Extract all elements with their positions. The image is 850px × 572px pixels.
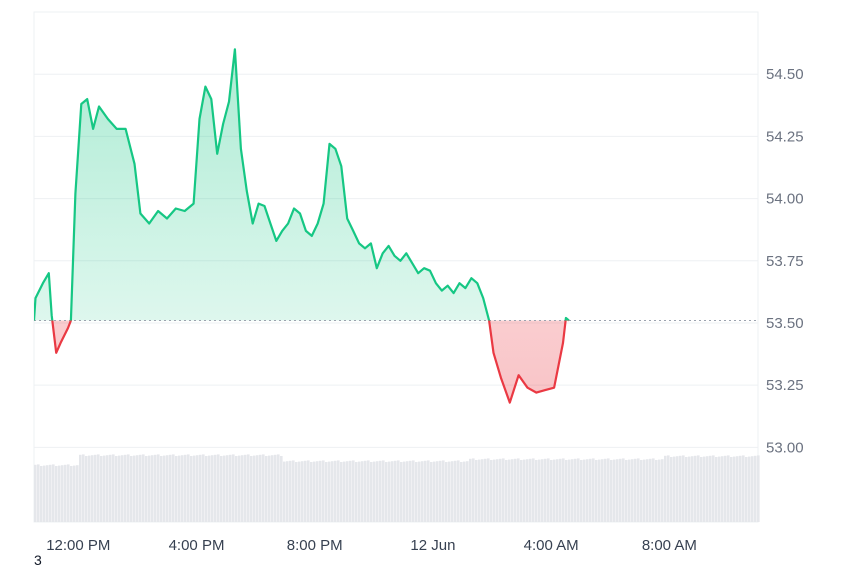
x-tick-label: 8:00 AM (642, 537, 697, 554)
y-tick-label: 53.25 (766, 377, 804, 394)
x-tick-label: 8:00 PM (287, 537, 343, 554)
y-tick-label: 53.75 (766, 253, 804, 270)
y-tick-label: 54.50 (766, 66, 804, 83)
x-tick-label: 4:00 PM (169, 537, 225, 554)
area-below-baseline (34, 320, 569, 403)
area-above-baseline (34, 49, 569, 321)
x-tick-label: 4:00 AM (524, 537, 579, 554)
x-tick-label: 12:00 PM (46, 537, 110, 554)
footnote: 3 (34, 552, 42, 568)
y-tick-label: 53.50 (766, 315, 804, 332)
y-tick-label: 54.00 (766, 191, 804, 208)
price-line-up (34, 48, 570, 321)
y-tick-label: 54.25 (766, 128, 804, 145)
volume-bars (34, 454, 760, 522)
x-tick-label: 12 Jun (410, 537, 455, 554)
y-tick-label: 53.00 (766, 439, 804, 456)
